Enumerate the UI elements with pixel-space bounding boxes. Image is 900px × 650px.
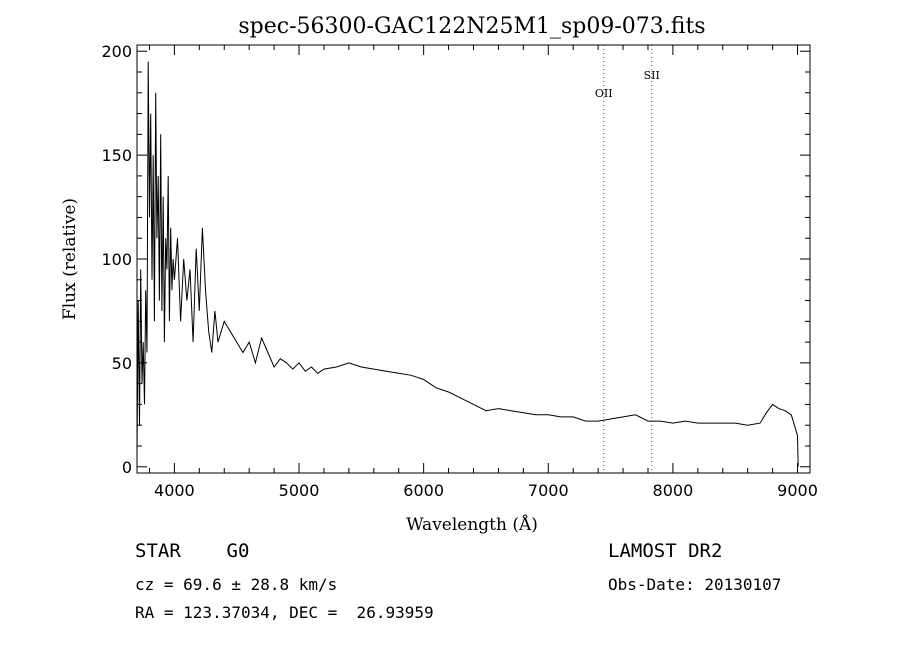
y-tick-label: 200	[101, 42, 132, 61]
x-axis-label: Wavelength (Å)	[406, 514, 538, 535]
y-tick-label: 50	[112, 354, 132, 373]
spectrum-series	[136, 61, 799, 467]
emission-line-label: OII	[595, 87, 613, 100]
y-tick-label: 0	[122, 458, 132, 477]
x-tick-label: 8000	[653, 481, 694, 500]
y-tick-label: 150	[101, 146, 132, 165]
x-tick-label: 4000	[154, 481, 195, 500]
y-axis-label: Flux (relative)	[60, 198, 80, 320]
x-tick-label: 7000	[528, 481, 569, 500]
plot-frame	[136, 44, 811, 474]
x-tick-label: 6000	[403, 481, 444, 500]
emission-line-label: SII	[644, 69, 660, 82]
coordinates-text: RA = 123.37034, DEC = 26.93959	[135, 603, 434, 622]
y-tick-label: 100	[101, 250, 132, 269]
cz-text: cz = 69.6 ± 28.8 km/s	[135, 575, 338, 594]
survey-text: LAMOST DR2	[608, 540, 723, 562]
classification-text: STAR G0	[135, 540, 250, 562]
obs-date-text: Obs-Date: 20130107	[608, 575, 782, 594]
x-tick-label: 9000	[777, 481, 818, 500]
chart-title: spec-56300-GAC122N25M1_sp09-073.fits	[238, 14, 705, 39]
x-tick-label: 5000	[279, 481, 320, 500]
